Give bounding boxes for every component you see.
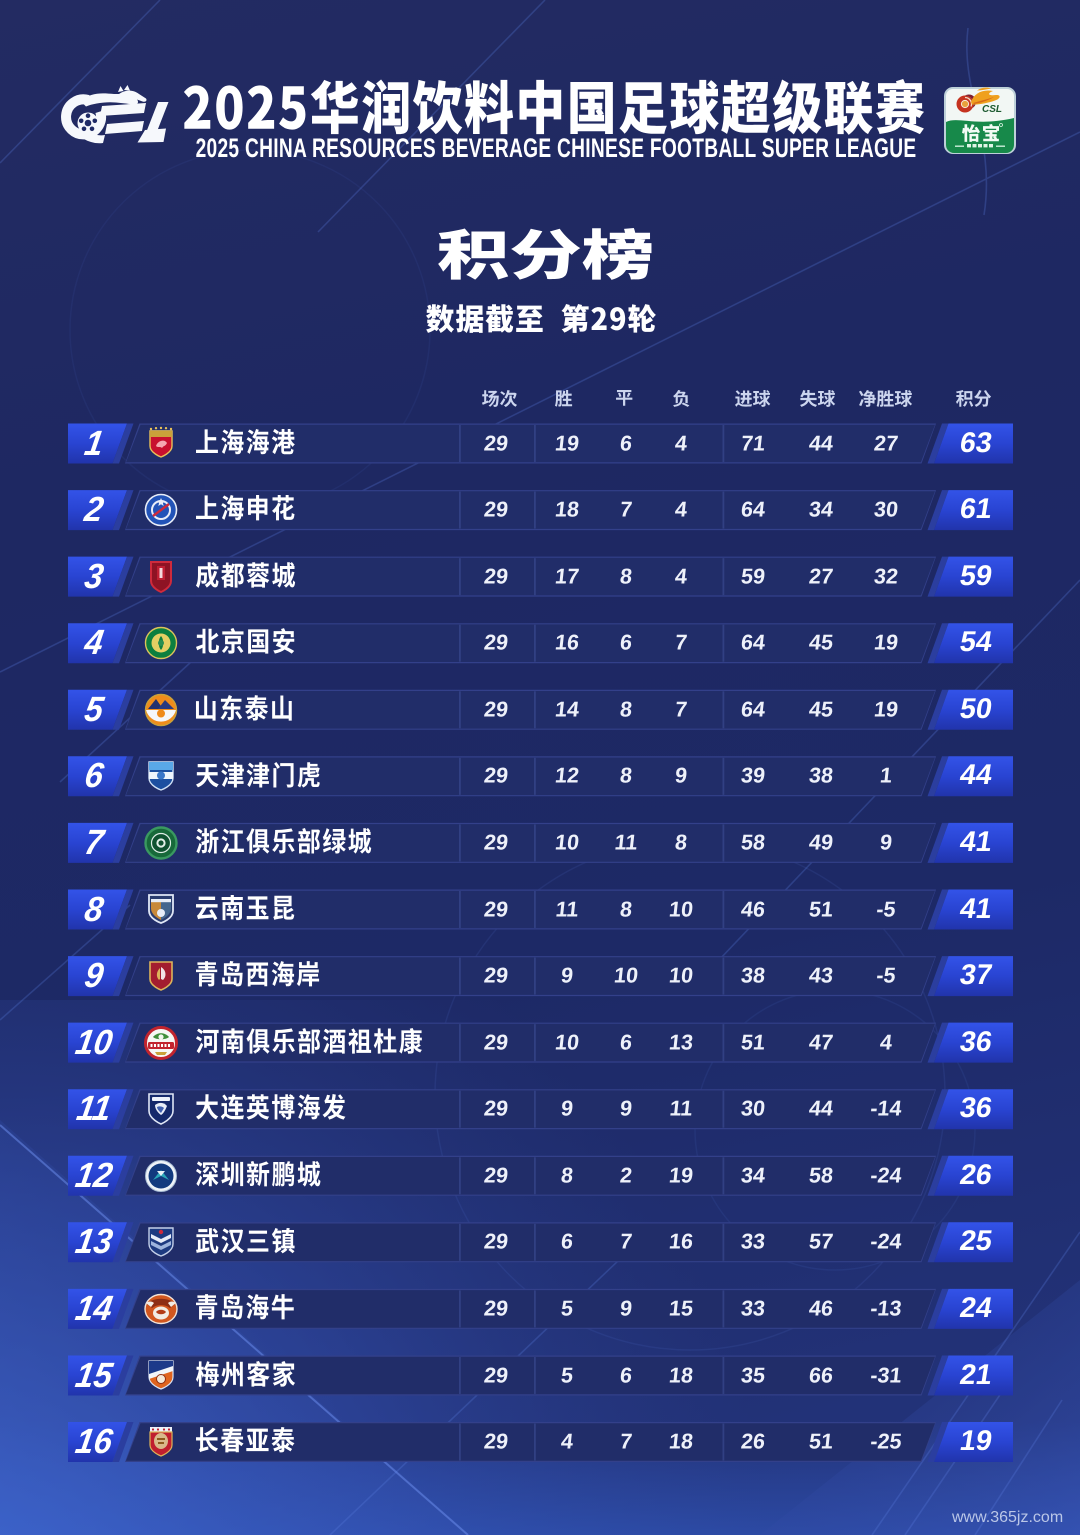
svg-text:CSL: CSL [982, 104, 1002, 115]
